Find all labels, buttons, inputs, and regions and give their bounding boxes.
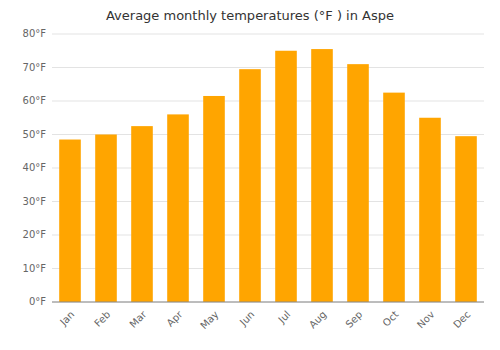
x-tick-label: Jun xyxy=(237,309,257,329)
bar xyxy=(311,49,333,302)
x-tick-label: Sep xyxy=(343,309,364,330)
x-tick-label: Apr xyxy=(164,308,185,329)
title: Average monthly temperatures (°F ) in As… xyxy=(106,8,394,23)
bar xyxy=(455,136,477,302)
x-tick-label: Feb xyxy=(92,309,112,329)
y-tick-label: 40°F xyxy=(23,162,47,173)
chart-svg: 0°F 10°F 20°F 30°F 40°F 50°F 60°F 70°F 80°F Jan Fe… xyxy=(0,0,500,350)
chart-container: 0°F 10°F 20°F 30°F 40°F 50°F 60°F 70°F 80°F Jan Fe… xyxy=(0,0,500,350)
grid-line xyxy=(52,34,484,35)
bar xyxy=(59,140,81,302)
x-tick-label: Nov xyxy=(415,309,437,331)
x-tick-label: Dec xyxy=(451,309,472,330)
x-tick-label: Jan xyxy=(57,309,76,328)
x-tick-label: Oct xyxy=(380,309,400,329)
bar xyxy=(203,96,225,302)
y-tick-label: 20°F xyxy=(23,229,47,240)
y-tick-label: 10°F xyxy=(23,263,47,274)
grid-line xyxy=(52,67,484,68)
bar xyxy=(167,114,189,302)
y-tick-label: 30°F xyxy=(23,196,47,207)
x-tick-label: Jul xyxy=(275,309,292,326)
bar xyxy=(275,51,297,302)
x-tick-label: Aug xyxy=(307,309,329,331)
y-axis: 0°F 10°F 20°F 30°F 40°F 50°F 60°F 70°F 80°F xyxy=(23,28,484,307)
x-axis-line xyxy=(52,302,484,303)
x-axis: Jan Feb Mar Apr May Jun Jul Aug Sep Oct Nov Dec xyxy=(52,302,484,331)
bar xyxy=(239,69,261,302)
y-tick-label: 50°F xyxy=(23,129,47,140)
grid-line xyxy=(52,302,484,303)
y-tick-label: 0°F xyxy=(29,296,46,307)
grid-line xyxy=(52,101,484,102)
bar xyxy=(419,118,441,302)
x-tick-label: Mar xyxy=(127,308,149,330)
x-tick-label: May xyxy=(198,309,220,331)
bar xyxy=(347,64,369,302)
bar xyxy=(95,135,117,303)
bars xyxy=(59,49,477,302)
bar xyxy=(383,93,405,302)
y-tick-label: 80°F xyxy=(23,28,47,39)
bar xyxy=(131,126,153,302)
y-tick-label: 70°F xyxy=(23,62,47,73)
y-tick-label: 60°F xyxy=(23,95,47,106)
